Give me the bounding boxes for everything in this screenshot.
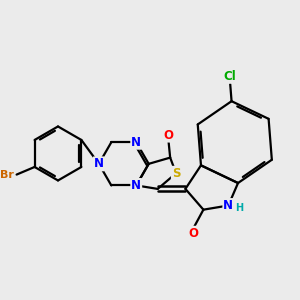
Text: N: N [223, 199, 233, 212]
Text: N: N [131, 179, 141, 192]
Text: H: H [235, 203, 243, 213]
Text: N: N [131, 136, 141, 149]
Text: Cl: Cl [223, 70, 236, 83]
Text: S: S [172, 167, 180, 180]
Text: O: O [164, 129, 173, 142]
Text: O: O [189, 227, 199, 240]
Text: Br: Br [0, 169, 14, 180]
Text: N: N [94, 157, 104, 170]
